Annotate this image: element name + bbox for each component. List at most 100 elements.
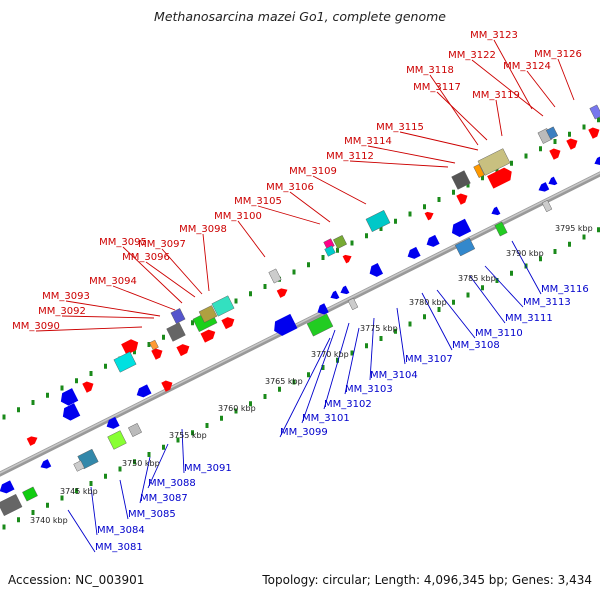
- reverse-gene-arrow: [62, 403, 81, 421]
- gene-feature-box: [128, 423, 142, 437]
- tick-mark: [597, 227, 600, 233]
- gene-label-mm-3119: MM_3119: [472, 90, 520, 101]
- forward-gene-arrow: [342, 254, 352, 264]
- leader-line: [557, 58, 575, 101]
- tick-mark: [307, 262, 310, 268]
- tick-mark: [60, 385, 64, 391]
- tick-mark: [466, 182, 470, 188]
- tick-mark: [133, 349, 136, 355]
- tick-mark: [553, 249, 557, 254]
- gene-feature-box: [166, 322, 186, 342]
- gene-label-mm-3103: MM_3103: [345, 384, 393, 395]
- tick-mark: [191, 320, 194, 326]
- tick-mark: [162, 334, 165, 340]
- leader-line: [202, 233, 210, 292]
- reverse-gene-arrow: [491, 206, 501, 216]
- tick-mark: [510, 270, 513, 276]
- tick-mark: [408, 211, 412, 217]
- leader-line: [495, 99, 503, 137]
- forward-gene-arrow: [200, 329, 216, 343]
- tick-mark: [75, 488, 78, 494]
- gene-feature-box: [170, 308, 186, 324]
- reverse-gene-arrow: [407, 246, 421, 259]
- gene-feature-box: [545, 126, 559, 140]
- gene-label-mm-3117: MM_3117: [413, 82, 461, 93]
- tick-mark: [539, 256, 542, 262]
- gene-label-mm-3123: MM_3123: [470, 30, 518, 41]
- gene-label-mm-3091: MM_3091: [184, 463, 232, 474]
- forward-gene-arrow: [176, 344, 190, 357]
- tick-mark: [292, 379, 296, 385]
- leader-line: [65, 300, 161, 317]
- gene-layer: [0, 104, 600, 517]
- tick-mark: [481, 285, 484, 291]
- leader-line: [484, 265, 524, 308]
- gene-label-mm-3116: MM_3116: [541, 284, 589, 295]
- tick-mark: [118, 466, 122, 472]
- gene-label-mm-3112: MM_3112: [326, 151, 374, 162]
- gene-label-mm-3095: MM_3095: [99, 237, 147, 248]
- tick-mark: [104, 363, 107, 369]
- leader-line: [181, 428, 185, 474]
- tick-mark: [17, 517, 20, 523]
- leader-line: [145, 261, 196, 298]
- leader-line: [344, 327, 360, 395]
- reverse-gene-arrow: [426, 234, 440, 247]
- forward-gene-arrow: [566, 138, 578, 150]
- gene-feature-box: [198, 305, 218, 323]
- gene-feature-box: [494, 221, 508, 237]
- leader-line: [289, 191, 331, 223]
- backbone-highlight: [0, 172, 600, 474]
- scale-label: 3780 kbp: [409, 298, 447, 307]
- gene-feature-box: [113, 351, 137, 373]
- reverse-gene-arrow: [0, 480, 15, 494]
- gene-label-mm-3107: MM_3107: [405, 354, 453, 365]
- label-layer: MM_3090MM_3092MM_3093MM_3094MM_3095MM_30…: [12, 30, 589, 553]
- gene-label-mm-3109: MM_3109: [289, 166, 337, 177]
- tick-mark: [321, 365, 325, 370]
- gene-label-mm-3115: MM_3115: [376, 122, 424, 133]
- leader-line: [493, 39, 533, 110]
- reverse-gene-arrow: [106, 416, 120, 429]
- tick-mark: [495, 168, 499, 173]
- leader-line: [301, 329, 336, 424]
- map-title: Methanosarcina mazei Go1, complete genom…: [154, 9, 446, 24]
- tick-mark: [582, 124, 586, 130]
- tick-mark: [17, 407, 20, 413]
- tick-mark: [75, 378, 78, 384]
- gene-label-mm-3108: MM_3108: [452, 340, 500, 351]
- tick-mark: [452, 299, 455, 305]
- gene-feature-box: [268, 268, 282, 284]
- forward-gene-arrow: [221, 317, 235, 330]
- scale-label: 3770 kbp: [311, 350, 349, 359]
- gene-label-mm-3090: MM_3090: [12, 321, 60, 332]
- gene-label-mm-3126: MM_3126: [534, 49, 582, 60]
- tick-mark: [31, 510, 35, 515]
- leader-line: [119, 479, 129, 520]
- gene-label-mm-3084: MM_3084: [97, 525, 145, 536]
- reverse-gene-arrow: [451, 218, 472, 238]
- tick-mark: [423, 314, 426, 320]
- tick-mark: [46, 392, 49, 398]
- scale-label: 3790 kbp: [506, 249, 544, 258]
- label-leader-layer: [35, 39, 575, 553]
- gene-label-mm-3114: MM_3114: [344, 136, 392, 147]
- tick-mark: [481, 175, 484, 181]
- leader-line: [349, 160, 449, 168]
- tick-mark: [104, 473, 107, 479]
- tick-mark: [553, 139, 557, 144]
- tick-mark: [263, 284, 267, 289]
- gene-feature-box: [0, 493, 23, 517]
- gene-label-mm-3081: MM_3081: [95, 542, 143, 553]
- tick-mark: [597, 117, 600, 123]
- scale-label: 3750 kbp: [122, 459, 160, 468]
- tick-mark: [191, 430, 194, 436]
- reverse-gene-arrow: [317, 303, 329, 315]
- gene-label-mm-3118: MM_3118: [406, 65, 454, 76]
- forward-gene-arrow: [26, 436, 38, 446]
- tick-mark: [249, 291, 252, 297]
- tick-mark: [466, 292, 470, 298]
- tick-mark: [379, 336, 383, 341]
- tick-mark: [350, 240, 354, 246]
- gene-feature-box: [365, 209, 391, 233]
